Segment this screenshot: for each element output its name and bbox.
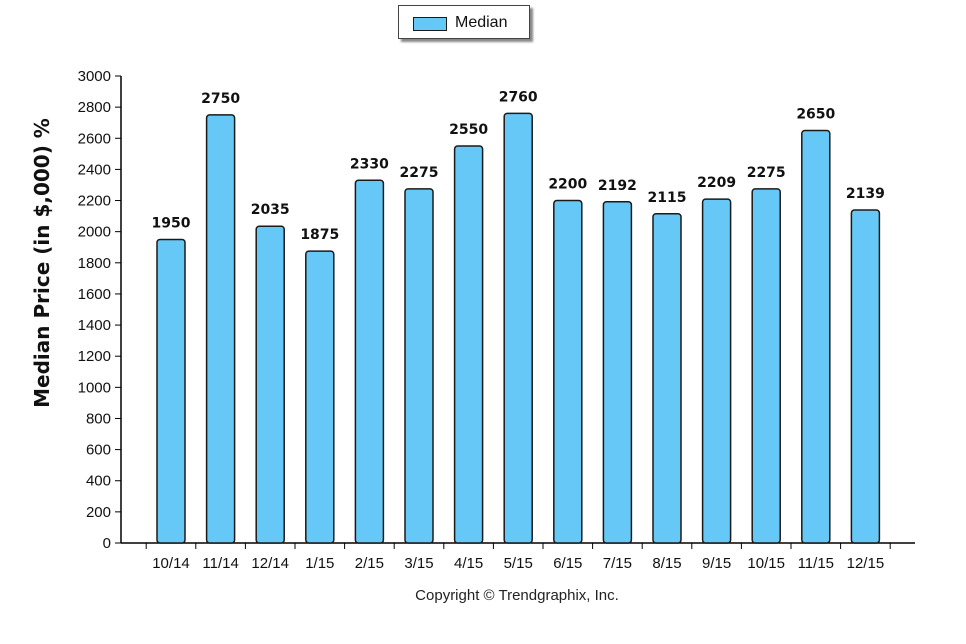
y-tick-label: 2600 xyxy=(78,130,111,147)
bar xyxy=(602,201,633,544)
bar xyxy=(305,250,335,544)
x-tick-label: 10/15 xyxy=(747,555,785,572)
bar xyxy=(156,238,186,544)
data-label: 2035 xyxy=(251,202,290,218)
y-tick-label: 0 xyxy=(103,535,111,552)
x-tick-label: 9/15 xyxy=(702,555,731,572)
data-label: 2550 xyxy=(449,122,488,138)
x-tick-label: 5/15 xyxy=(504,555,533,572)
y-tick-label: 3000 xyxy=(78,68,111,85)
data-label: 2200 xyxy=(548,177,587,193)
data-label: 2139 xyxy=(846,186,885,202)
data-label: 2650 xyxy=(796,106,835,122)
legend: Median xyxy=(398,5,530,39)
x-tick-label: 4/15 xyxy=(454,555,483,572)
bar xyxy=(255,225,285,544)
legend-swatch xyxy=(413,17,447,31)
data-label: 2115 xyxy=(648,190,687,206)
bar xyxy=(503,112,533,544)
y-tick-label: 600 xyxy=(86,442,111,459)
x-tick-label: 3/15 xyxy=(404,555,433,572)
bar xyxy=(751,188,781,544)
footer: Copyright © Trendgraphix, Inc. xyxy=(0,587,966,604)
bar xyxy=(354,179,385,544)
x-tick-label: 7/15 xyxy=(603,555,632,572)
x-tick-label: 8/15 xyxy=(652,555,681,572)
bar xyxy=(553,199,583,544)
x-tick-label: 12/15 xyxy=(847,555,885,572)
y-tick-label: 2800 xyxy=(78,99,111,116)
bar xyxy=(701,198,732,544)
x-tick-label: 6/15 xyxy=(553,555,582,572)
data-label: 2209 xyxy=(697,175,736,191)
y-tick-label: 1400 xyxy=(78,317,111,334)
y-tick-label: 1200 xyxy=(78,348,111,365)
bar xyxy=(453,145,484,544)
data-label: 2275 xyxy=(747,165,786,181)
data-label: 1875 xyxy=(300,227,339,243)
bar xyxy=(205,114,236,544)
x-tick-label: 10/14 xyxy=(152,555,190,572)
data-label: 2330 xyxy=(350,156,389,172)
x-tick-label: 11/15 xyxy=(798,555,834,572)
y-tick-label: 200 xyxy=(86,504,111,521)
y-tick-label: 2400 xyxy=(78,161,111,178)
legend-label: Median xyxy=(455,14,508,31)
copyright-text: Copyright © Trendgraphix, Inc. xyxy=(415,587,619,604)
y-tick-label: 1000 xyxy=(78,379,111,396)
x-tick-label: 2/15 xyxy=(355,555,384,572)
y-tick-label: 1800 xyxy=(78,255,111,272)
y-tick-label: 400 xyxy=(86,473,111,490)
bar xyxy=(652,213,682,544)
bar xyxy=(404,188,434,544)
data-label: 2192 xyxy=(598,178,637,194)
y-tick-label: 800 xyxy=(86,410,111,427)
x-tick-label: 12/14 xyxy=(251,555,289,572)
data-label: 2275 xyxy=(400,165,439,181)
y-tick-label: 2000 xyxy=(78,224,111,241)
data-label: 2760 xyxy=(499,89,538,105)
data-label: 2750 xyxy=(201,91,240,107)
bar xyxy=(801,129,831,544)
data-label: 1950 xyxy=(152,215,191,231)
bar xyxy=(850,209,881,544)
x-tick-label: 11/14 xyxy=(202,555,238,572)
y-tick-label: 2200 xyxy=(78,193,111,210)
x-tick-label: 1/15 xyxy=(305,555,334,572)
y-tick-label: 1600 xyxy=(78,286,111,303)
